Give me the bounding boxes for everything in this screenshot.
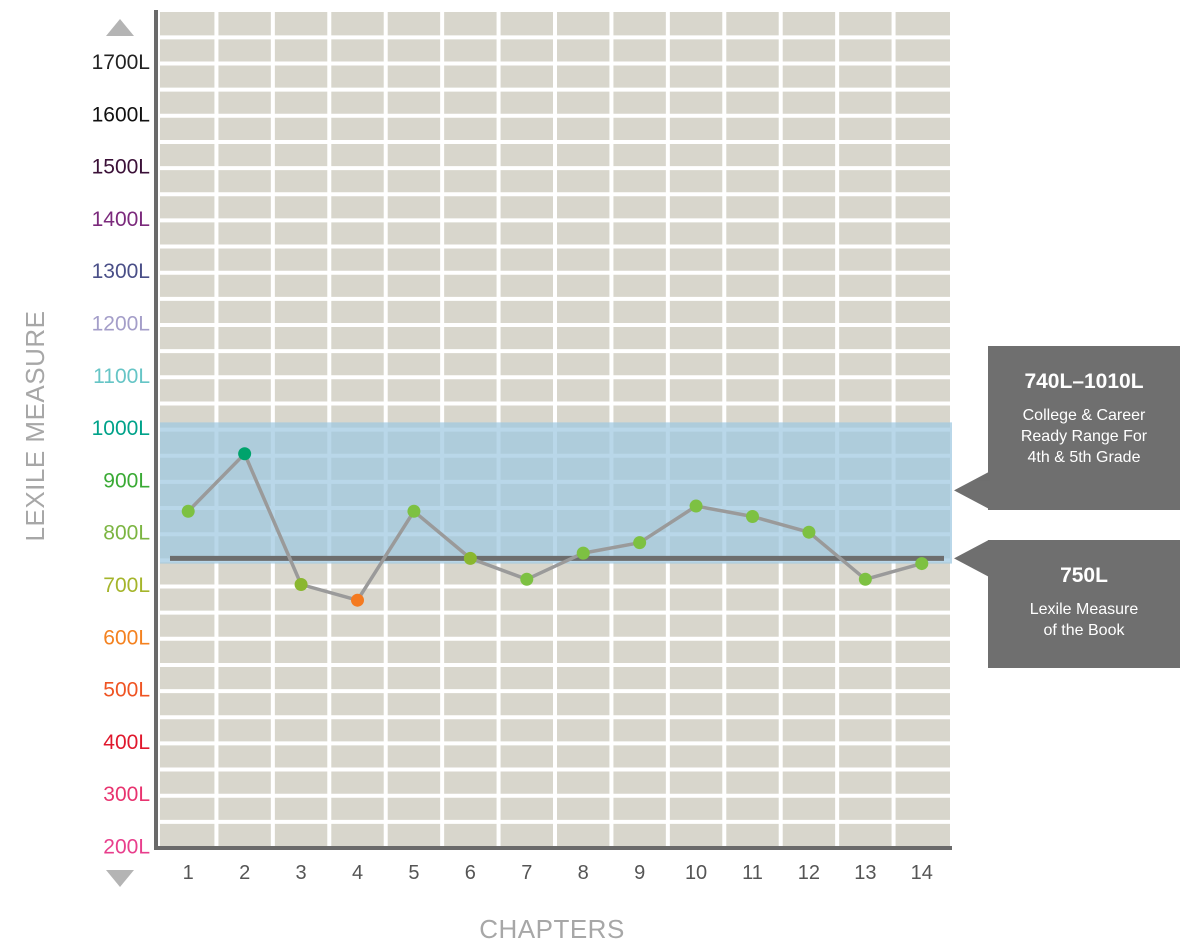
y-tick-label: 300L: [103, 783, 150, 806]
x-tick-label: 9: [634, 862, 645, 884]
callout-text: Lexile Measure: [1030, 601, 1139, 618]
data-point[interactable]: [463, 551, 477, 565]
y-tick-label: 1000L: [92, 417, 150, 440]
y-tick-label: 1400L: [92, 208, 150, 231]
series-line: [186, 452, 923, 602]
scroll-up-arrow-icon[interactable]: [106, 19, 134, 36]
callout-panel: [988, 540, 1180, 668]
y-tick-label: 600L: [103, 626, 150, 649]
y-tick-label: 800L: [103, 522, 150, 545]
data-point[interactable]: [238, 447, 252, 461]
y-tick-label: 500L: [103, 679, 150, 702]
data-point[interactable]: [351, 593, 364, 607]
data-point[interactable]: [633, 536, 647, 550]
x-tick-label: 13: [854, 862, 876, 884]
callout-text: 4th & 5th Grade: [1028, 449, 1141, 466]
data-point[interactable]: [802, 525, 816, 539]
x-tick-label: 8: [578, 862, 589, 884]
callout-stem: [976, 548, 990, 569]
x-tick-label: 4: [352, 862, 363, 884]
y-tick-label: 1300L: [92, 260, 150, 283]
data-point[interactable]: [407, 504, 421, 518]
y-tick-label: 1200L: [92, 313, 150, 336]
data-point[interactable]: [576, 546, 590, 560]
x-tick-label: 7: [521, 862, 532, 884]
y-axis-ticks: 200L 300L 400L 500L 600L 700L 800L 900L 1000L 110…: [92, 51, 150, 859]
callout-box: 750L Lexile Measure of the Book: [954, 540, 1180, 668]
y-axis-title: LEXILE MEASURE: [20, 311, 50, 542]
x-axis-title: CHAPTERS: [479, 914, 625, 944]
data-point[interactable]: [689, 499, 703, 513]
y-tick-label: 700L: [103, 574, 150, 597]
x-tick-label: 1: [183, 862, 194, 884]
y-tick-label: 200L: [103, 836, 150, 859]
callout-heading: 740L–1010L: [1024, 370, 1143, 393]
plot-area: [154, 10, 952, 850]
data-point[interactable]: [746, 510, 759, 524]
x-axis-ticks: 1 2 3 4 5 6 7 8 9 10 11 12 13 14: [183, 862, 933, 884]
callout-stem: [976, 480, 990, 501]
callout-text: Ready Range For: [1021, 428, 1148, 445]
x-tick-label: 11: [742, 862, 763, 884]
data-point[interactable]: [294, 578, 308, 591]
y-tick-label: 1700L: [92, 51, 150, 74]
scroll-down-arrow-icon[interactable]: [106, 870, 134, 887]
x-tick-label: 14: [911, 862, 933, 884]
data-point[interactable]: [915, 557, 929, 571]
y-tick-label: 1500L: [92, 156, 150, 179]
x-tick-label: 6: [465, 862, 476, 884]
y-tick-label: 1100L: [93, 365, 150, 388]
x-tick-label: 2: [239, 862, 250, 884]
callout-text: College & Career: [1023, 407, 1146, 424]
x-tick-label: 5: [408, 862, 419, 884]
callout-heading: 750L: [1060, 564, 1108, 587]
y-tick-label: 1600L: [92, 103, 150, 126]
callouts: 740L–1010L College & Career Ready Range Fo…: [954, 346, 1180, 668]
y-tick-label: 400L: [103, 731, 150, 754]
x-tick-label: 3: [296, 862, 307, 884]
x-tick-label: 12: [798, 862, 820, 884]
ready-range-band: [160, 422, 952, 564]
callout-panel: [988, 346, 1180, 510]
data-point[interactable]: [858, 572, 872, 586]
data-point[interactable]: [520, 572, 534, 586]
callout-box: 740L–1010L College & Career Ready Range Fo…: [954, 346, 1180, 510]
data-point[interactable]: [181, 504, 195, 518]
y-tick-label: 900L: [103, 469, 150, 492]
x-tick-label: 10: [685, 862, 707, 884]
callout-text: of the Book: [1044, 622, 1126, 639]
